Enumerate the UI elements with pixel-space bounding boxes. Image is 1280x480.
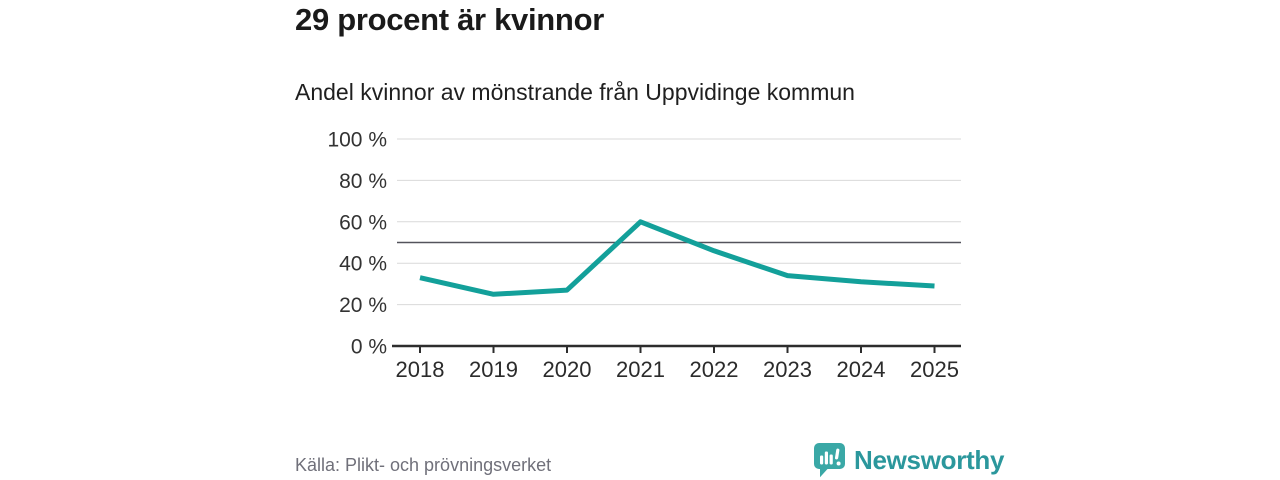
- y-tick-label: 60 %: [339, 211, 387, 234]
- x-tick-label: 2021: [616, 357, 665, 382]
- y-tick-label: 0 %: [351, 336, 387, 359]
- speech-bubble-shape: [814, 443, 845, 478]
- x-tick-label: 2018: [396, 357, 445, 382]
- x-tick-label: 2023: [763, 357, 812, 382]
- source-note: Källa: Plikt- och prövningsverket: [295, 455, 552, 475]
- y-tick-label: 80 %: [339, 170, 387, 193]
- y-tick-label: 20 %: [339, 294, 387, 317]
- chart-subtitle: Andel kvinnor av mönstrande från Uppvidi…: [295, 79, 855, 105]
- data-line: [419, 219, 935, 297]
- newsworthy-wordmark: Newsworthy: [854, 444, 1005, 475]
- chart-title: 29 procent är kvinnor: [295, 2, 604, 37]
- x-tick-label: 2019: [469, 357, 518, 382]
- newsworthy-logo: Newsworthy: [813, 442, 1004, 478]
- x-tick-label: 2022: [690, 357, 739, 382]
- x-tick-label: 2024: [837, 357, 886, 382]
- y-tick-label: 40 %: [339, 253, 387, 276]
- x-tick-label: 2025: [910, 357, 959, 382]
- x-tick-label: 2020: [543, 357, 592, 382]
- y-tick-label: 100 %: [327, 129, 387, 152]
- newsworthy-icon: [813, 442, 846, 478]
- line-chart: 0 % 20 % 40 % 60 % 80 % 100 % 2018 2019 2020 2021…: [327, 129, 961, 382]
